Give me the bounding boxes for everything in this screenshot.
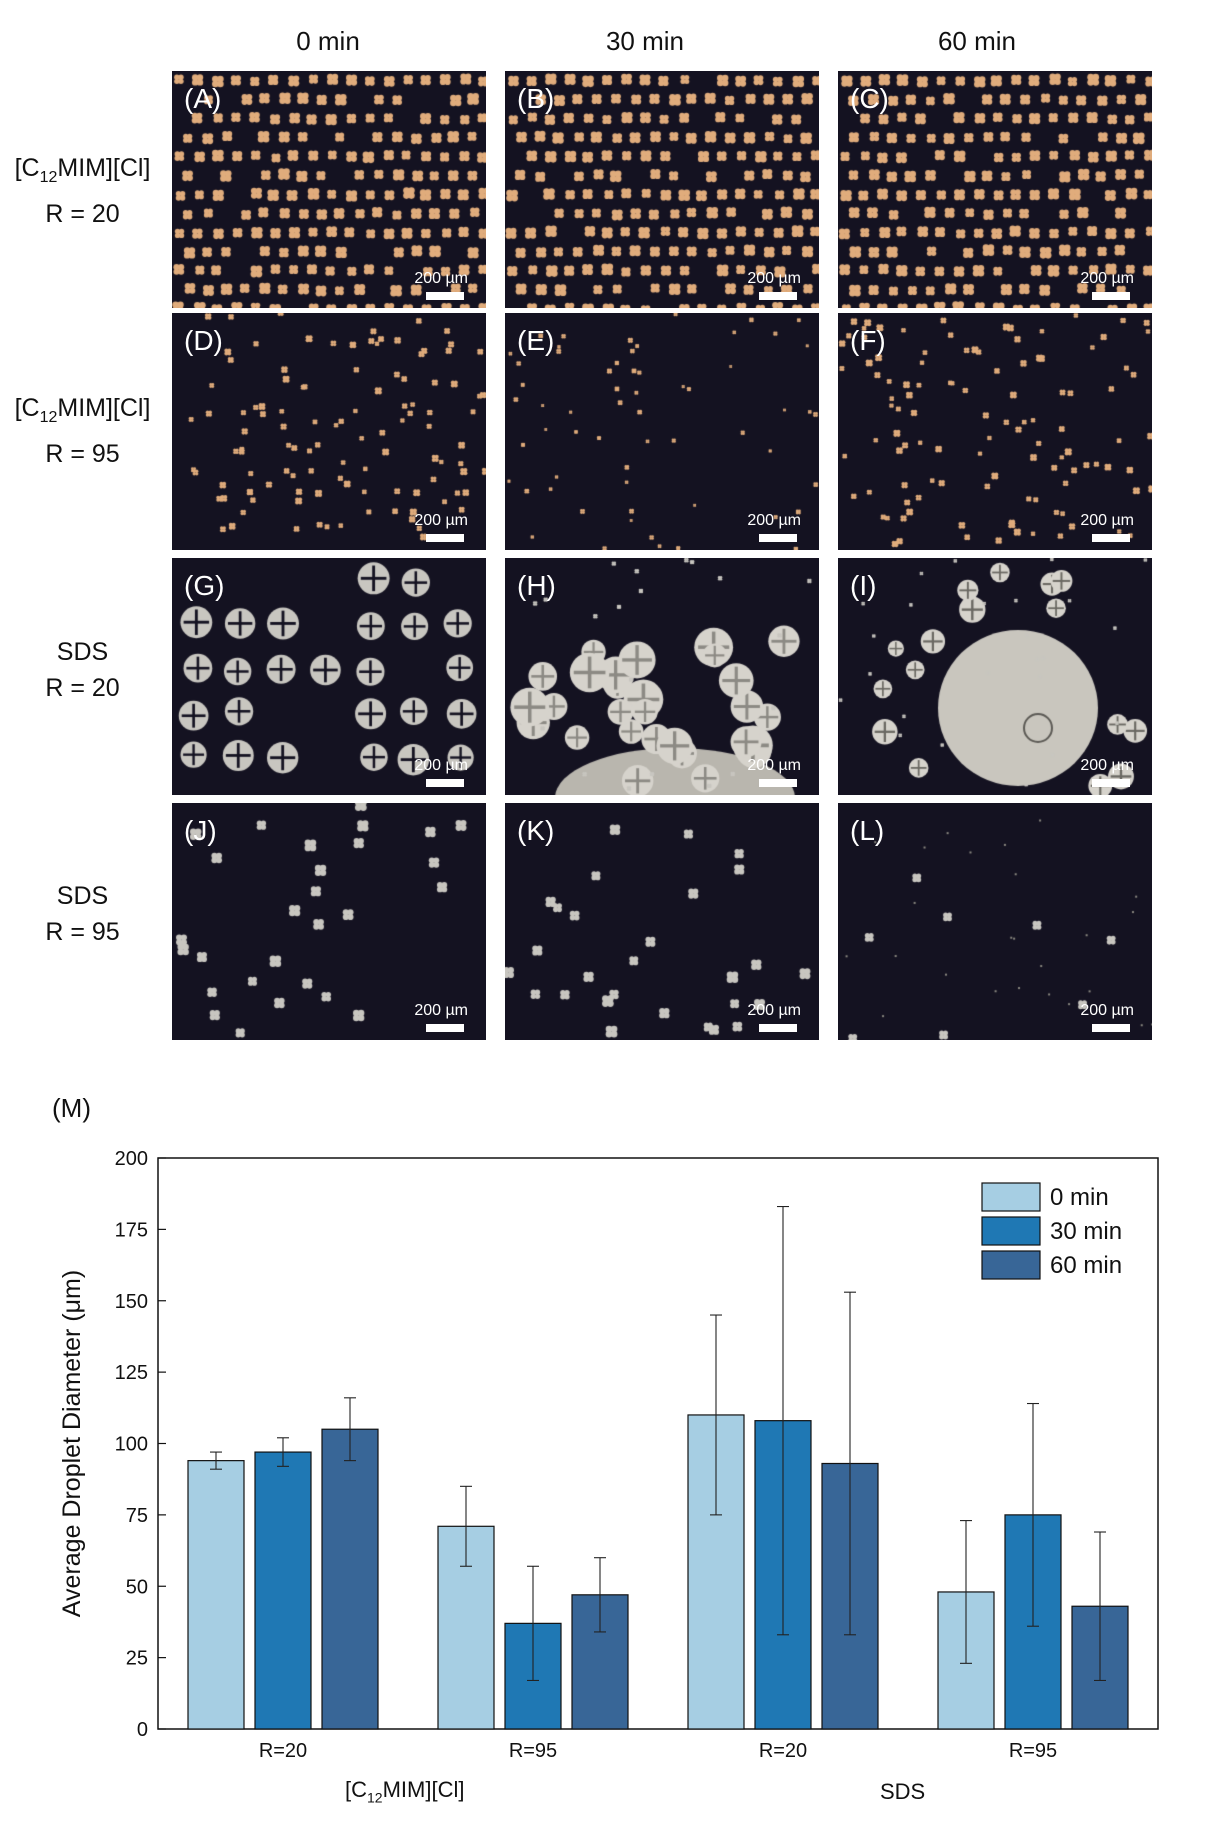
scale-bar-label: 200 µm: [1080, 512, 1134, 529]
y-tick-label: 150: [115, 1291, 148, 1313]
y-tick-label: 0: [137, 1719, 148, 1741]
legend-label: 0 min: [1050, 1184, 1109, 1211]
scale-bar-label: 200 µm: [747, 512, 801, 529]
legend-swatch: [981, 1250, 1041, 1280]
scale-bar: [426, 779, 464, 787]
scale-bar-label: 200 µm: [1080, 1002, 1134, 1019]
legend-swatch: [981, 1216, 1041, 1246]
chart-panel-label: (M): [52, 1093, 91, 1123]
x-tick-label: R=95: [509, 1740, 557, 1762]
panel-label: (A): [184, 83, 222, 114]
panel-label: (I): [850, 570, 877, 601]
scale-bar: [759, 779, 797, 787]
panel-label: (C): [850, 83, 889, 114]
legend-swatch: [981, 1182, 1041, 1212]
scale-bar-label: 200 µm: [414, 512, 468, 529]
scale-bar-label: 200 µm: [414, 270, 468, 287]
column-header-60min: 60 min: [937, 26, 1017, 56]
micrograph-panel-h: (H) 200 µm: [505, 558, 819, 795]
panel-label: (D): [184, 325, 223, 356]
panel-label: (B): [517, 83, 555, 114]
bar: [187, 1460, 245, 1730]
scale-bar: [759, 1024, 797, 1032]
scale-bar: [759, 292, 797, 300]
scale-bar: [426, 534, 464, 542]
panel-label: (L): [850, 815, 885, 846]
y-axis-label: Average Droplet Diameter (μm): [58, 1270, 86, 1617]
panel-label: (J): [184, 815, 217, 846]
micrograph-panel-i: (I) 200 µm: [838, 558, 1152, 795]
scale-bar: [426, 1024, 464, 1032]
micrograph-panel-e: (E) 200 µm: [505, 313, 819, 550]
scale-bar-label: 200 µm: [1080, 270, 1134, 287]
row-label-4: SDS R = 95: [45, 882, 120, 946]
panel-label: (F): [850, 325, 886, 356]
group-label-sds: SDS: [880, 1779, 926, 1804]
group-label-c12mim: [C12MIM][Cl]: [345, 1777, 465, 1806]
bar: [321, 1428, 379, 1730]
scale-bar-label: 200 µm: [747, 270, 801, 287]
bar: [254, 1451, 312, 1730]
x-tick-label: R=20: [259, 1740, 307, 1762]
column-header-30min: 30 min: [605, 26, 685, 56]
scale-bar-label: 200 µm: [414, 1002, 468, 1019]
column-header-0min: 0 min: [296, 26, 360, 56]
row-label-1: [C12MIM][Cl] R = 20: [14, 154, 151, 228]
row-label-3: SDS R = 20: [45, 638, 120, 702]
panel-label: (K): [517, 815, 555, 846]
scale-bar-label: 200 µm: [414, 757, 468, 774]
scale-bar-label: 200 µm: [1080, 757, 1134, 774]
micrograph-panel-d: (D) 200 µm: [172, 313, 486, 550]
scale-bar-label: 200 µm: [747, 1002, 801, 1019]
scale-bar: [1092, 534, 1130, 542]
x-tick-label: R=95: [1009, 1740, 1057, 1762]
y-tick-label: 50: [126, 1576, 148, 1598]
scale-bar-label: 200 µm: [747, 757, 801, 774]
micrograph-panel-f: (F) 200 µm: [838, 313, 1152, 550]
legend-label: 60 min: [1050, 1252, 1122, 1279]
scale-bar: [1092, 779, 1130, 787]
micrograph-panel-c: (C) 200 µm: [838, 71, 1152, 308]
scale-bar: [1092, 292, 1130, 300]
micrograph-panel-k: (K) 200 µm: [505, 803, 819, 1040]
micrograph-panel-j: (J) 200 µm: [172, 803, 486, 1040]
y-tick-label: 200: [115, 1148, 148, 1170]
y-tick-label: 25: [126, 1648, 148, 1670]
legend-label: 30 min: [1050, 1218, 1122, 1245]
y-tick-label: 175: [115, 1219, 148, 1241]
x-tick-label: R=20: [759, 1740, 807, 1762]
y-tick-label: 100: [115, 1434, 148, 1456]
panel-label: (E): [517, 325, 555, 356]
micrograph-panel-a: (A) 200 µm: [172, 71, 486, 308]
scale-bar: [759, 534, 797, 542]
y-tick-label: 75: [126, 1505, 148, 1527]
panel-label: (G): [184, 570, 225, 601]
panel-label: (H): [517, 570, 556, 601]
micrograph-panel-g: (G) 200 µm: [172, 558, 486, 795]
scale-bar: [426, 292, 464, 300]
bar: [687, 1414, 745, 1730]
micrograph-panel-l: (L) 200 µm: [838, 803, 1152, 1040]
y-tick-label: 125: [115, 1362, 148, 1384]
micrograph-panel-b: (B) 200 µm: [505, 71, 819, 308]
row-label-2: [C12MIM][Cl] R = 95: [14, 394, 151, 468]
scale-bar: [1092, 1024, 1130, 1032]
